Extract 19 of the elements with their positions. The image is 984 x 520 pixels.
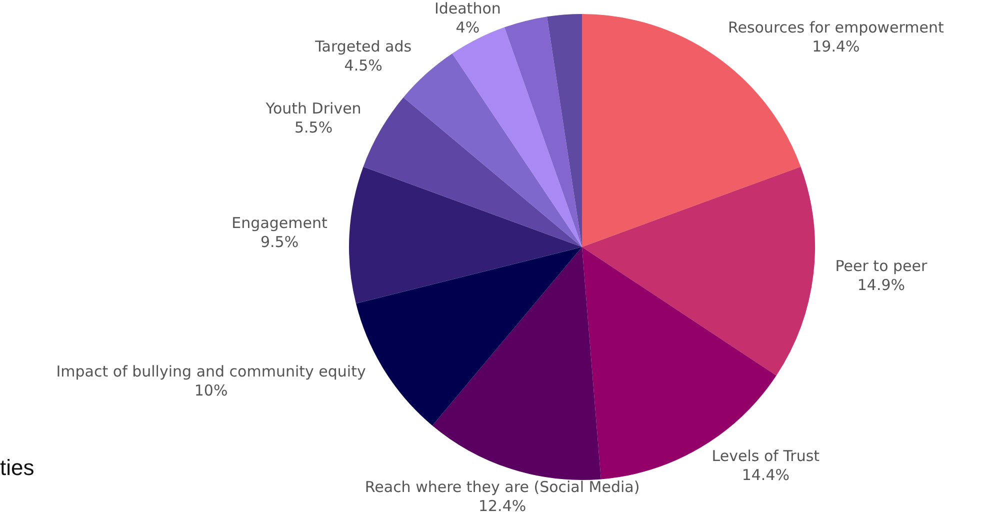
data-label: 5.5% — [294, 118, 333, 137]
slice-label: Resources for empowerment — [728, 18, 944, 36]
slice-label: Reach where they are (Social Media) — [364, 478, 640, 496]
data-label: 12.4% — [478, 497, 526, 516]
data-label: 19.4% — [812, 37, 860, 56]
slice-label: Impact of bullying and community equity — [56, 362, 366, 381]
slice-label: Targeted ads — [314, 38, 412, 56]
slice-label: Peer to peer — [835, 256, 928, 275]
data-label: 14.4% — [742, 466, 790, 484]
data-label: 14.9% — [857, 276, 906, 294]
slice-label: Ideathon — [434, 0, 501, 18]
data-label: 4.5% — [344, 56, 382, 75]
slice-label: Levels of Trust — [712, 446, 820, 465]
data-label: 4% — [456, 18, 480, 36]
data-label: 9.5% — [260, 232, 299, 251]
data-label: 10% — [194, 382, 228, 400]
slice-label: Youth Driven — [264, 100, 362, 118]
text: ties — [0, 455, 34, 481]
slice-label: Engagement — [232, 214, 328, 232]
